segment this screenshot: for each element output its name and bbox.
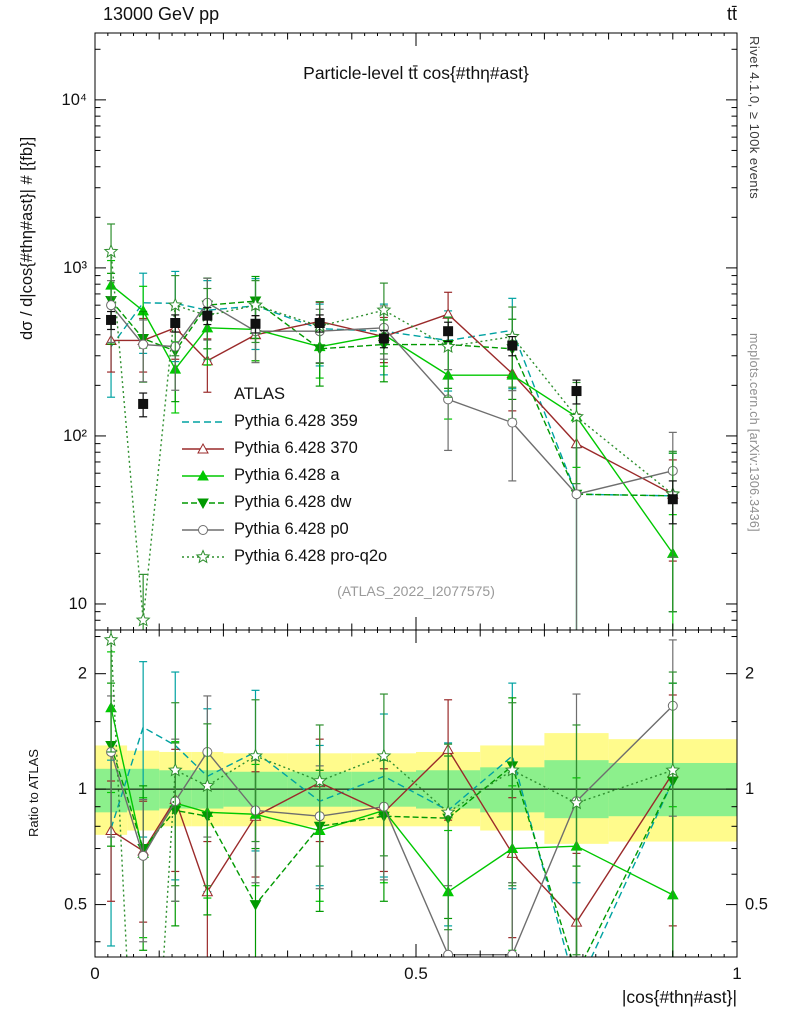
legend-glyph-pythia-a [180,468,226,484]
analysis-id-watermark: (ATLAS_2022_I2077575) [337,583,495,599]
legend-glyph-pythia-p0 [180,522,226,538]
legend-label-atlas: ATLAS [234,385,286,403]
svg-text:10⁴: 10⁴ [62,91,87,109]
x-axis-label: |cos{#thη#ast}| [621,987,737,1007]
legend-glyph-pythia-pro-q2o [180,548,226,565]
svg-text:1: 1 [78,780,87,798]
legend-entry-pythia-370: Pythia 6.428 370 [180,435,387,462]
legend-glyph-atlas [180,387,226,403]
legend: ATLAS Pythia 6.428 359 Pythia 6.428 370 … [180,381,387,570]
legend-label: Pythia 6.428 370 [234,439,358,457]
mcplots-reference-note: mcplots.cern.ch [arXiv:1306.3436] [747,333,761,532]
svg-text:0: 0 [90,964,99,983]
legend-entry-pythia-359: Pythia 6.428 359 [180,408,387,435]
svg-text:0.5: 0.5 [64,896,87,914]
svg-text:10³: 10³ [63,259,87,277]
legend-entry-pythia-dw: Pythia 6.428 dw [180,489,387,516]
svg-text:1: 1 [732,964,741,983]
process-label: tt̄ [726,4,737,24]
legend-label: Pythia 6.428 p0 [234,520,349,538]
legend-label: Pythia 6.428 a [234,466,340,484]
legend-entry-pythia-a: Pythia 6.428 a [180,462,387,489]
legend-entry-pythia-p0: Pythia 6.428 p0 [180,516,387,543]
legend-glyph-pythia-370 [180,441,226,457]
main-y-axis-label: dσ / d|cos{#thη#ast}| # [{fb}] [18,136,36,340]
plot-title: Particle-level tt̄ cos{#thη#ast} [303,63,529,83]
rivet-version-note: Rivet 4.1.0, ≥ 100k events [747,36,762,200]
legend-label: Pythia 6.428 dw [234,493,352,511]
svg-text:10²: 10² [63,427,87,445]
svg-text:2: 2 [78,665,87,683]
legend-entry-pythia-pro-q2o: Pythia 6.428 pro-q2o [180,543,387,570]
beam-energy-label: 13000 GeV pp [103,4,220,24]
legend-glyph-pythia-dw [180,495,226,511]
legend-glyph-pythia-359 [180,414,226,430]
svg-text:0.5: 0.5 [745,896,768,914]
svg-text:1: 1 [745,780,754,798]
legend-label: Pythia 6.428 359 [234,412,358,430]
legend-heading-atlas: ATLAS [180,381,387,408]
svg-text:10: 10 [69,595,87,613]
ratio-y-axis-label: Ratio to ATLAS [26,749,41,838]
svg-text:0.5: 0.5 [404,964,428,983]
legend-label: Pythia 6.428 pro-q2o [234,547,388,565]
svg-text:2: 2 [745,665,754,683]
